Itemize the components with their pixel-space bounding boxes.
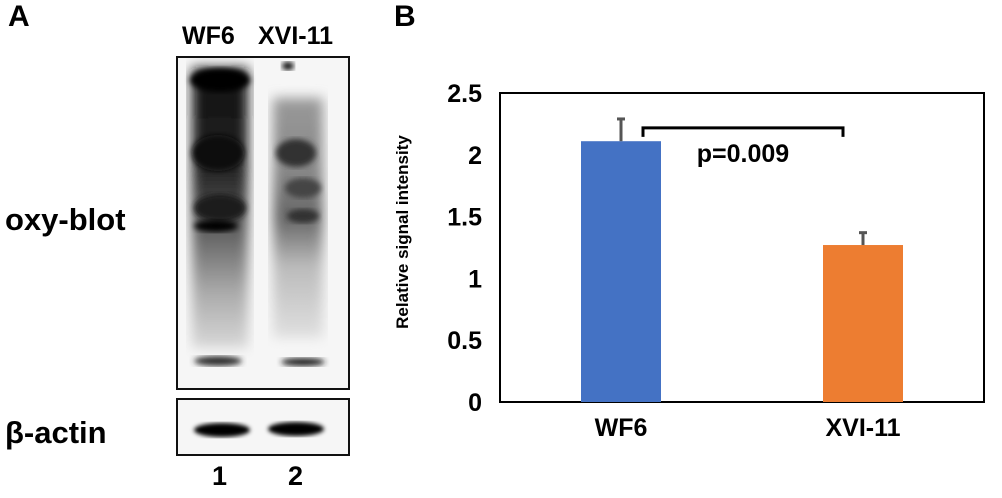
y-tick-label: 2.5 — [447, 80, 482, 108]
lane-label-xvi11: XVI-11 — [258, 22, 334, 50]
plot-frame — [499, 92, 985, 403]
y-tick-label: 0.5 — [447, 327, 482, 355]
p-value-label: p=0.009 — [697, 140, 789, 168]
lane-number-2: 2 — [288, 461, 304, 491]
y-axis-label: Relative signal intensity — [393, 135, 412, 329]
lane-number-1: 1 — [212, 461, 228, 491]
oxy-blot-label: oxy-blot — [5, 202, 126, 237]
y-tick-label: 0 — [468, 389, 482, 417]
x-tick-label: WF6 — [595, 414, 648, 442]
beta-actin-blot-image — [176, 398, 350, 456]
beta-actin-label: β-actin — [5, 415, 107, 450]
beta-actin-bands — [194, 422, 324, 437]
significance-bracket: p=0.009 — [641, 126, 845, 168]
lane-label-wf6: WF6 — [182, 22, 235, 50]
x-tick-label: XVI-11 — [825, 414, 900, 442]
panel-b-letter: B — [394, 0, 416, 33]
oxy-blot-image — [176, 56, 350, 390]
bar — [823, 245, 903, 402]
y-tick-label: 2 — [468, 142, 482, 170]
bars — [581, 117, 903, 402]
y-tick-label: 1.5 — [447, 204, 482, 232]
bar-chart: Relative signal intensity 0 0.5 1 1.5 2 2.5 W… — [393, 80, 985, 442]
y-tick-label: 1 — [468, 265, 482, 293]
oxy-blot-bands — [190, 62, 325, 366]
panel-a-letter: A — [8, 0, 30, 33]
y-axis-ticks: 0 0.5 1 1.5 2 2.5 — [447, 80, 482, 417]
x-axis-labels: WF6 XVI-11 — [595, 414, 901, 442]
bar — [581, 141, 661, 402]
bracket-line — [641, 126, 845, 137]
